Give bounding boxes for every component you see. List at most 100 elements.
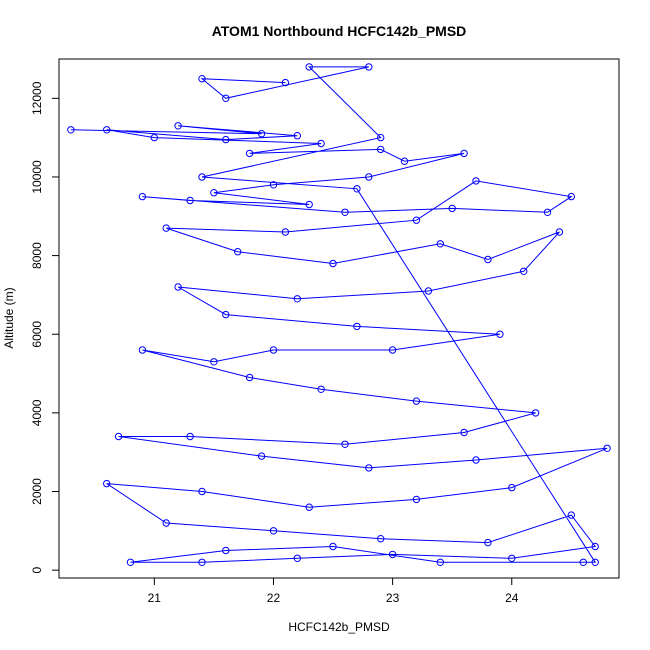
- data-point: [448, 204, 456, 213]
- data-point: [198, 173, 206, 181]
- data-point: [305, 200, 313, 209]
- x-tick-label: 21: [148, 591, 162, 605]
- data-point: [174, 283, 182, 291]
- data-point: [329, 542, 337, 551]
- data-point: [508, 554, 516, 562]
- data-point: [198, 75, 206, 83]
- data-point: [460, 428, 468, 437]
- data-point: [222, 310, 230, 319]
- data-point: [424, 287, 433, 295]
- data-point: [412, 216, 421, 224]
- data-point: [198, 558, 206, 566]
- data-point: [305, 503, 313, 511]
- data-point: [126, 558, 135, 566]
- data-point: [436, 240, 444, 248]
- data-point: [150, 133, 159, 142]
- data-point: [579, 558, 587, 566]
- data-point: [245, 149, 254, 158]
- data-point: [269, 181, 278, 189]
- data-point: [520, 267, 528, 275]
- x-axis-label: HCFC142b_PMSD: [288, 620, 390, 634]
- x-tick-label: 22: [267, 591, 281, 605]
- data-point: [138, 346, 147, 354]
- data-point: [198, 487, 206, 496]
- data-point: [365, 173, 373, 181]
- data-point: [377, 535, 385, 543]
- y-tick-label: 10000: [30, 160, 44, 194]
- data-point: [365, 464, 373, 472]
- data-point: [293, 132, 301, 140]
- data-point: [496, 330, 504, 338]
- data-point: [436, 558, 444, 566]
- data-point: [257, 130, 266, 138]
- data-point: [388, 346, 397, 354]
- data-point: [305, 63, 313, 71]
- data-point: [567, 192, 575, 201]
- y-tick-label: 4000: [30, 399, 44, 426]
- data-point: [222, 135, 230, 144]
- y-tick-label: 12000: [30, 81, 44, 115]
- data-point: [174, 122, 182, 130]
- data-point: [245, 373, 254, 382]
- data-point: [388, 550, 397, 559]
- data-point: [591, 558, 599, 566]
- data-point: [257, 452, 266, 460]
- y-tick-label: 6000: [30, 321, 44, 348]
- data-point: [460, 149, 468, 158]
- data-point: [269, 346, 278, 354]
- data-point: [186, 432, 194, 441]
- data-point: [412, 397, 421, 405]
- data-point: [555, 228, 564, 236]
- x-tick-label: 23: [386, 591, 400, 605]
- data-point: [317, 139, 325, 148]
- data-point: [162, 224, 170, 232]
- data-point: [400, 157, 409, 165]
- data-point: [472, 177, 480, 185]
- data-point: [138, 192, 147, 201]
- data-point: [222, 546, 230, 555]
- y-axis: 0 2000 4000 6000 8000 10000 12000: [30, 81, 60, 573]
- data-point: [162, 519, 170, 527]
- data-point: [543, 208, 552, 217]
- data-point: [353, 185, 361, 193]
- data-point: [210, 358, 218, 366]
- data-point: [365, 63, 373, 71]
- data-point: [186, 196, 194, 205]
- data-point: [329, 259, 337, 268]
- data-point: [531, 409, 540, 417]
- data-point: [317, 385, 325, 393]
- y-tick-label: 8000: [30, 242, 44, 269]
- data-point: [293, 554, 301, 562]
- data-point: [412, 495, 421, 504]
- data-point: [484, 255, 492, 264]
- data-point: [377, 133, 385, 142]
- data-point: [353, 322, 361, 331]
- data-point: [472, 456, 480, 464]
- data-point: [484, 538, 492, 547]
- data-point: [222, 94, 230, 103]
- data-point: [269, 527, 278, 535]
- data-point: [341, 208, 349, 217]
- data-point: [603, 444, 611, 452]
- data-point: [114, 432, 123, 441]
- data-point: [281, 78, 290, 87]
- series-line: [70, 66, 608, 563]
- data-point: [508, 483, 516, 492]
- data-point: [103, 126, 111, 134]
- data-point: [210, 189, 218, 197]
- data-point: [67, 126, 75, 134]
- data-point: [293, 295, 301, 303]
- data-point: [341, 440, 349, 448]
- y-tick-label: 2000: [30, 478, 44, 505]
- y-tick-label: 0: [30, 566, 44, 573]
- data-point: [103, 479, 111, 488]
- x-tick-label: 24: [505, 591, 519, 605]
- chart-title: ATOM1 Northbound HCFC142b_PMSD: [212, 23, 467, 39]
- y-axis-label: Altitude (m): [2, 287, 16, 348]
- data-point: [377, 145, 385, 154]
- data-point: [567, 511, 575, 519]
- data-point: [281, 228, 290, 236]
- x-axis: 21 22 23 24: [148, 577, 519, 605]
